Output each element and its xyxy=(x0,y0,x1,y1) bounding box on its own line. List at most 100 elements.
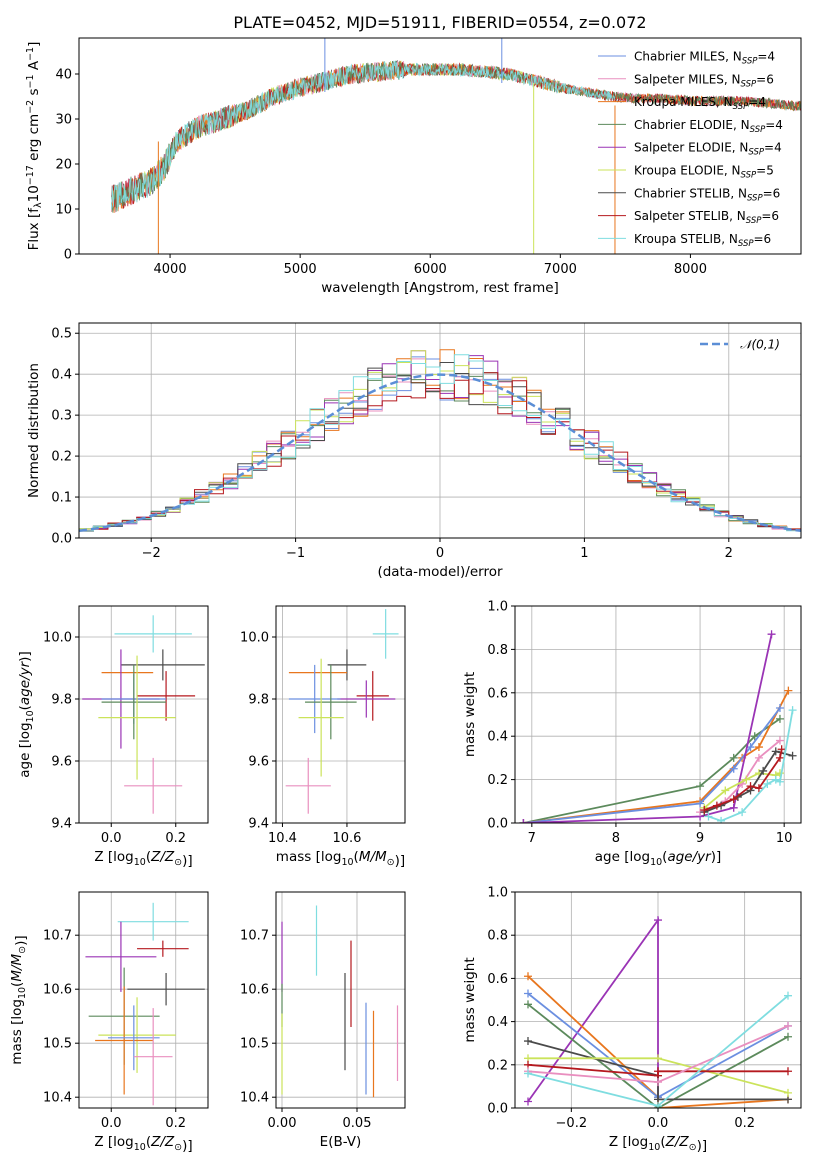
weight-series-kroupa_stelib xyxy=(524,991,792,1108)
plot-area xyxy=(85,902,205,1106)
histogram-salpeter_stelib xyxy=(79,372,801,531)
y-tick-label: 0.0 xyxy=(487,817,508,832)
weight-marker xyxy=(524,989,532,998)
errorbar-salpeter_elodie xyxy=(337,680,396,718)
weight-series-kroupa_elodie xyxy=(524,1054,792,1097)
y-tick-label: 30 xyxy=(55,113,72,128)
x-axis-label: E(B-V) xyxy=(320,1134,362,1150)
x-axis-label: Z [log10(Z/Z⊙)] xyxy=(94,849,192,869)
weight-marker xyxy=(729,795,738,804)
weight-series-kroupa_miles xyxy=(519,686,793,823)
y-tick-label: 10.6 xyxy=(43,983,72,998)
weight-line xyxy=(523,634,773,823)
errorbar-chabrier_elodie xyxy=(305,664,357,740)
weight-marker xyxy=(696,782,705,791)
errorbar-salpeter_miles xyxy=(124,757,183,814)
weight-marker xyxy=(696,799,705,808)
x-tick-label: 0.0 xyxy=(648,1116,669,1131)
weight-line xyxy=(527,1003,789,1108)
y-tick-label: 0.0 xyxy=(51,532,72,547)
axes-frame xyxy=(275,891,406,1109)
weight-marker xyxy=(754,784,763,793)
y-tick-label: 10 xyxy=(55,203,72,218)
y-tick-label: 10.7 xyxy=(240,929,269,944)
y-tick-label: 0.8 xyxy=(487,643,508,658)
weight-marker xyxy=(519,819,528,823)
legend-label: Kroupa ELODIE, NSSP=5 xyxy=(634,164,774,181)
y-tick-label: 0.4 xyxy=(51,368,72,383)
weight-series-kroupa_elodie xyxy=(700,769,784,812)
plot-area xyxy=(519,630,797,823)
errorbar-salpeter_elodie xyxy=(85,921,157,992)
legend-label: Kroupa STELIB, NSSP=6 xyxy=(634,232,771,249)
y-tick-label: 0.3 xyxy=(51,409,72,424)
y-tick-label: 9.4 xyxy=(248,817,269,832)
y-tick-label: 20 xyxy=(55,158,72,173)
y-tick-label: 9.6 xyxy=(51,755,72,770)
weight-marker xyxy=(729,753,738,762)
plot-area xyxy=(111,38,801,254)
errorbar-kroupa_miles xyxy=(95,986,154,1095)
weight-marker xyxy=(729,803,738,812)
x-tick-label: 0.2 xyxy=(734,1116,755,1131)
panel-6: 0.0 0.2 10.4 10.5 10.6 10.7 Z [log10(Z/Z⊙)] mas… xyxy=(9,891,209,1154)
x-axis-label: Z [log10(Z/Z⊙)] xyxy=(94,1134,192,1154)
y-tick-label: 10.5 xyxy=(43,1037,72,1052)
y-tick-label: 0.2 xyxy=(487,773,508,788)
x-tick-label: 6000 xyxy=(414,262,447,277)
x-tick-label: −2 xyxy=(142,546,161,561)
weight-marker xyxy=(771,775,780,784)
x-tick-label: 10.6 xyxy=(332,831,361,846)
weight-marker xyxy=(721,786,730,795)
legend-label: Chabrier MILES, NSSP=4 xyxy=(634,50,775,67)
x-tick-label: 8000 xyxy=(674,262,707,277)
y-axis-label: Normed distribution xyxy=(26,363,42,498)
x-tick-label: 0.2 xyxy=(165,1116,186,1131)
legend-label: Kroupa MILES, NSSP=4 xyxy=(634,95,766,112)
x-tick-label: 2 xyxy=(725,546,733,561)
errorbar-chabrier_stelib xyxy=(327,649,367,681)
errorbar-chabrier_miles xyxy=(288,664,341,734)
y-tick-label: 10.6 xyxy=(240,983,269,998)
errorbar-salpeter_stelib xyxy=(137,940,189,957)
weight-marker xyxy=(704,812,713,821)
weight-marker xyxy=(784,1021,792,1030)
y-axis-label: mass [log10(M/M⊙)] xyxy=(9,935,29,1064)
panel-8: −0.2 0.0 0.2 0.0 0.2 0.4 0.6 0.8 1.0 Z [log10(Z/Z… xyxy=(462,886,802,1154)
histogram-kroupa_stelib xyxy=(79,354,801,532)
errorbar-chabrier_stelib xyxy=(127,973,205,1006)
weight-marker xyxy=(788,706,797,715)
x-axis-label: mass [log10(M/M⊙)] xyxy=(276,849,405,869)
legend-label: Chabrier STELIB, NSSP=6 xyxy=(634,186,780,203)
x-tick-label: 0 xyxy=(436,546,444,561)
weight-marker xyxy=(712,801,721,810)
legend: 𝒩(0,1) xyxy=(700,338,780,352)
y-tick-label: 0.1 xyxy=(51,491,72,506)
x-tick-label: 0.0 xyxy=(101,1116,122,1131)
x-tick-label: 8 xyxy=(612,831,620,846)
legend-label: Salpeter STELIB, NSSP=6 xyxy=(634,209,779,226)
x-axis-label: age [log10(age/yr)] xyxy=(595,849,721,868)
panel-4: 10.4 10.6 9.4 9.6 9.8 10.0 mass [log10(M/M⊙)] xyxy=(240,605,406,869)
x-tick-label: 10.4 xyxy=(268,831,297,846)
panel-2: −2 −1 0 1 2 0.0 0.1 0.2 0.3 0.4 0.5 𝒩(0,1) (data-mod… xyxy=(26,322,802,580)
weight-marker xyxy=(654,1054,662,1063)
weight-marker xyxy=(524,1000,532,1009)
x-tick-label: 5000 xyxy=(284,262,317,277)
errorbar-kroupa_elodie xyxy=(98,997,176,1073)
weight-marker xyxy=(754,743,763,752)
weight-marker xyxy=(524,1037,532,1046)
weight-marker xyxy=(524,972,532,981)
histogram-chabrier_stelib xyxy=(79,362,801,532)
weight-marker xyxy=(775,703,784,712)
weight-series-salpeter_stelib xyxy=(700,745,786,814)
panel-7: 0.00 0.05 10.4 10.5 10.6 10.7 E(B-V) xyxy=(240,891,406,1150)
x-axis-label: (data-model)/error xyxy=(377,564,503,580)
y-tick-label: 0.0 xyxy=(487,1102,508,1117)
y-tick-label: 9.6 xyxy=(248,755,269,770)
axes-frame xyxy=(78,605,209,824)
errorbar-salpeter_stelib xyxy=(137,671,196,721)
weight-marker xyxy=(775,736,784,745)
y-tick-label: 0.4 xyxy=(487,1015,508,1030)
